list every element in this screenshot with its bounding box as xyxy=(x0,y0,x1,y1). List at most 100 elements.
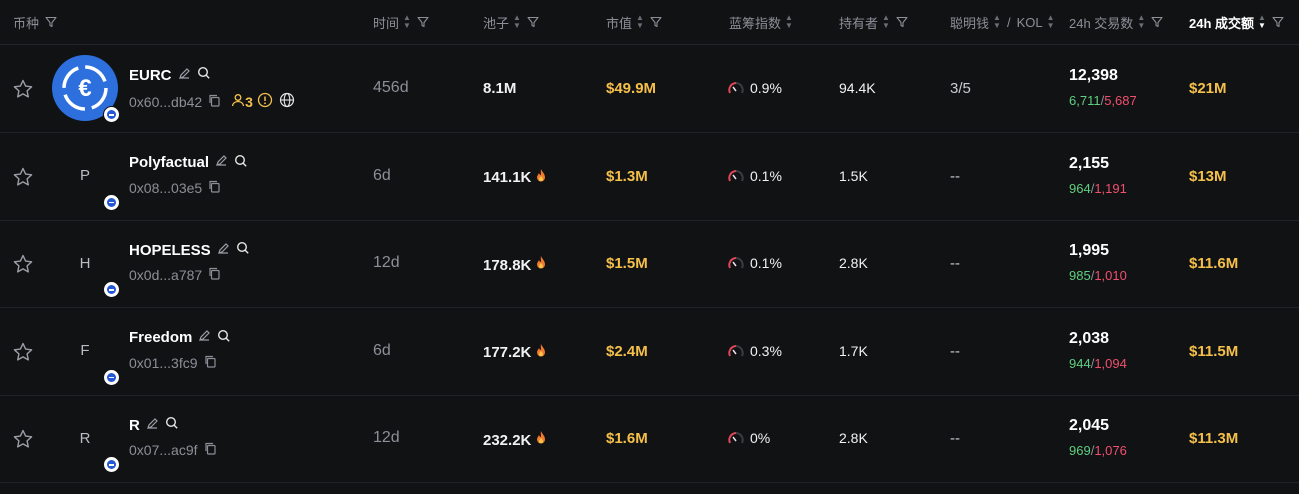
token-name[interactable]: Polyfactual xyxy=(129,154,248,172)
edit-icon[interactable] xyxy=(217,242,230,259)
star-icon[interactable] xyxy=(12,253,34,275)
warning-icon[interactable] xyxy=(257,92,273,111)
token-name[interactable]: EURC xyxy=(129,66,211,84)
filter-icon[interactable] xyxy=(650,16,662,28)
bluechip-value: 0.3% xyxy=(750,342,782,359)
filter-icon[interactable] xyxy=(896,16,908,28)
edit-icon[interactable] xyxy=(198,329,211,346)
smart-money-kol: -- xyxy=(950,430,960,448)
sort-icon[interactable]: ▲ ▼ xyxy=(636,13,644,30)
search-icon[interactable] xyxy=(217,329,231,347)
edit-icon[interactable] xyxy=(215,154,228,171)
col-kol-label: KOL xyxy=(1016,14,1043,30)
bluechip-index: 0.1% xyxy=(727,168,782,184)
sort-icon[interactable]: ▲ ▼ xyxy=(882,13,890,30)
token-age: 12d xyxy=(373,254,400,272)
sort-icon[interactable]: ▲ ▼ xyxy=(513,13,521,30)
gauge-icon xyxy=(727,430,745,446)
smart-money-kol: -- xyxy=(950,255,960,273)
col-token[interactable]: 币种 xyxy=(13,0,57,44)
copy-icon[interactable] xyxy=(208,267,221,283)
filter-icon[interactable] xyxy=(527,16,539,28)
address-text: 0x60...db42 xyxy=(129,93,203,110)
col-holders[interactable]: 持有者 ▲ ▼ xyxy=(839,0,908,44)
buy-count: 944 xyxy=(1069,355,1091,371)
table-row[interactable]: P Polyfactual 0x08...03e5 6d 141.1K $1.3M 0.1%… xyxy=(0,133,1299,221)
edit-icon[interactable] xyxy=(178,67,191,84)
col-pool[interactable]: 池子 ▲ ▼ xyxy=(483,0,539,44)
sort-desc-icon[interactable]: ▲ ▼ xyxy=(1258,13,1266,30)
buy-sell-separator: / xyxy=(1090,355,1095,371)
col-mcap[interactable]: 市值 ▲ ▼ xyxy=(606,0,662,44)
copy-icon[interactable] xyxy=(204,442,217,458)
star-icon[interactable] xyxy=(12,78,34,100)
table-row[interactable]: € EURC 0x60...db42 3 456d 8.1M $49.9M 0.9% 94.4K… xyxy=(0,45,1299,133)
sell-count: 1,010 xyxy=(1094,268,1127,284)
star-icon[interactable] xyxy=(12,428,34,450)
pool-value: 8.1M xyxy=(483,80,517,97)
star-icon[interactable] xyxy=(12,341,34,363)
buy-sell-separator: / xyxy=(1090,268,1095,284)
search-icon[interactable] xyxy=(234,154,248,172)
token-age: 6d xyxy=(373,341,391,359)
copy-icon[interactable] xyxy=(208,180,221,196)
token-name[interactable]: Freedom xyxy=(129,329,231,347)
token-symbol: Freedom xyxy=(129,329,193,347)
col-vol24[interactable]: 24h 成交额 ▲ ▼ xyxy=(1189,0,1284,44)
gauge-icon xyxy=(727,80,745,96)
tx-count: 1,995 xyxy=(1069,242,1110,260)
edit-icon[interactable] xyxy=(146,417,159,434)
volume-24h: $13M xyxy=(1189,167,1227,185)
table-row[interactable]: R R 0x07...ac9f 12d 232.2K $1.6M 0% 2.8K -- 2,045… xyxy=(0,395,1299,484)
chain-badge-icon xyxy=(103,106,120,123)
filter-icon[interactable] xyxy=(1272,16,1284,28)
globe-icon[interactable] xyxy=(279,92,295,111)
sort-icon[interactable]: ▲ ▼ xyxy=(403,13,411,30)
token-name[interactable]: HOPELESS xyxy=(129,241,250,259)
col-token-label: 币种 xyxy=(13,15,40,31)
col-age[interactable]: 时间 ▲ ▼ xyxy=(373,0,429,44)
sort-icon[interactable]: ▲ ▼ xyxy=(993,13,1001,30)
tx-count: 2,038 xyxy=(1069,329,1110,347)
table-row[interactable]: F Freedom 0x01...3fc9 6d 177.2K $2.4M 0.3% 1.7K… xyxy=(0,308,1299,396)
bluechip-value: 0% xyxy=(750,430,771,447)
holders-count: 2.8K xyxy=(839,430,868,447)
sort-icon[interactable]: ▲ ▼ xyxy=(1046,13,1055,30)
sell-count: 1,094 xyxy=(1094,355,1127,371)
copy-icon[interactable] xyxy=(208,94,221,110)
sort-icon[interactable]: ▲ ▼ xyxy=(1137,13,1146,30)
tx-buy-sell: 944/1,094 xyxy=(1069,356,1127,371)
copy-icon[interactable] xyxy=(204,355,217,371)
smart-money-kol: 3/5 xyxy=(950,80,971,97)
fire-icon xyxy=(534,343,548,363)
star-icon[interactable] xyxy=(12,166,34,188)
col-bluechip[interactable]: 蓝筹指数 ▲ ▼ xyxy=(729,0,793,44)
chain-badge-icon xyxy=(103,281,120,299)
token-symbol: Polyfactual xyxy=(129,154,210,172)
fire-icon xyxy=(534,430,548,450)
bluechip-value: 0.1% xyxy=(750,255,782,272)
col-holders-label: 持有者 xyxy=(839,15,879,31)
token-symbol: R xyxy=(129,416,140,434)
sort-icon[interactable]: ▲ ▼ xyxy=(785,13,793,30)
fire-icon xyxy=(534,255,548,275)
search-icon[interactable] xyxy=(197,66,211,84)
filter-icon[interactable] xyxy=(1151,16,1163,28)
filter-icon[interactable] xyxy=(417,16,429,28)
col-tx24-label: 24h 交易数 xyxy=(1069,15,1134,31)
col-pool-label: 池子 xyxy=(483,15,510,31)
euro-coin-icon: € xyxy=(62,65,108,111)
col-smart-sep: / xyxy=(1006,14,1011,30)
filter-icon[interactable] xyxy=(45,16,57,28)
search-icon[interactable] xyxy=(165,416,179,434)
table-row[interactable]: H HOPELESS 0x0d...a787 12d 178.8K $1.5M 0.1% 2.… xyxy=(0,220,1299,309)
token-address: 0x0d...a787 xyxy=(129,267,221,283)
sell-count: 1,076 xyxy=(1094,443,1127,459)
pool-value: 178.8K xyxy=(483,256,532,274)
token-name[interactable]: R xyxy=(129,416,179,434)
svg-text:€: € xyxy=(78,75,91,102)
col-tx24[interactable]: 24h 交易数 ▲ ▼ xyxy=(1069,0,1163,44)
tx-buy-sell: 964/1,191 xyxy=(1069,181,1127,196)
search-icon[interactable] xyxy=(236,241,250,259)
col-smart-kol[interactable]: 聪明钱 ▲ ▼ / KOL ▲ ▼ xyxy=(950,0,1055,44)
